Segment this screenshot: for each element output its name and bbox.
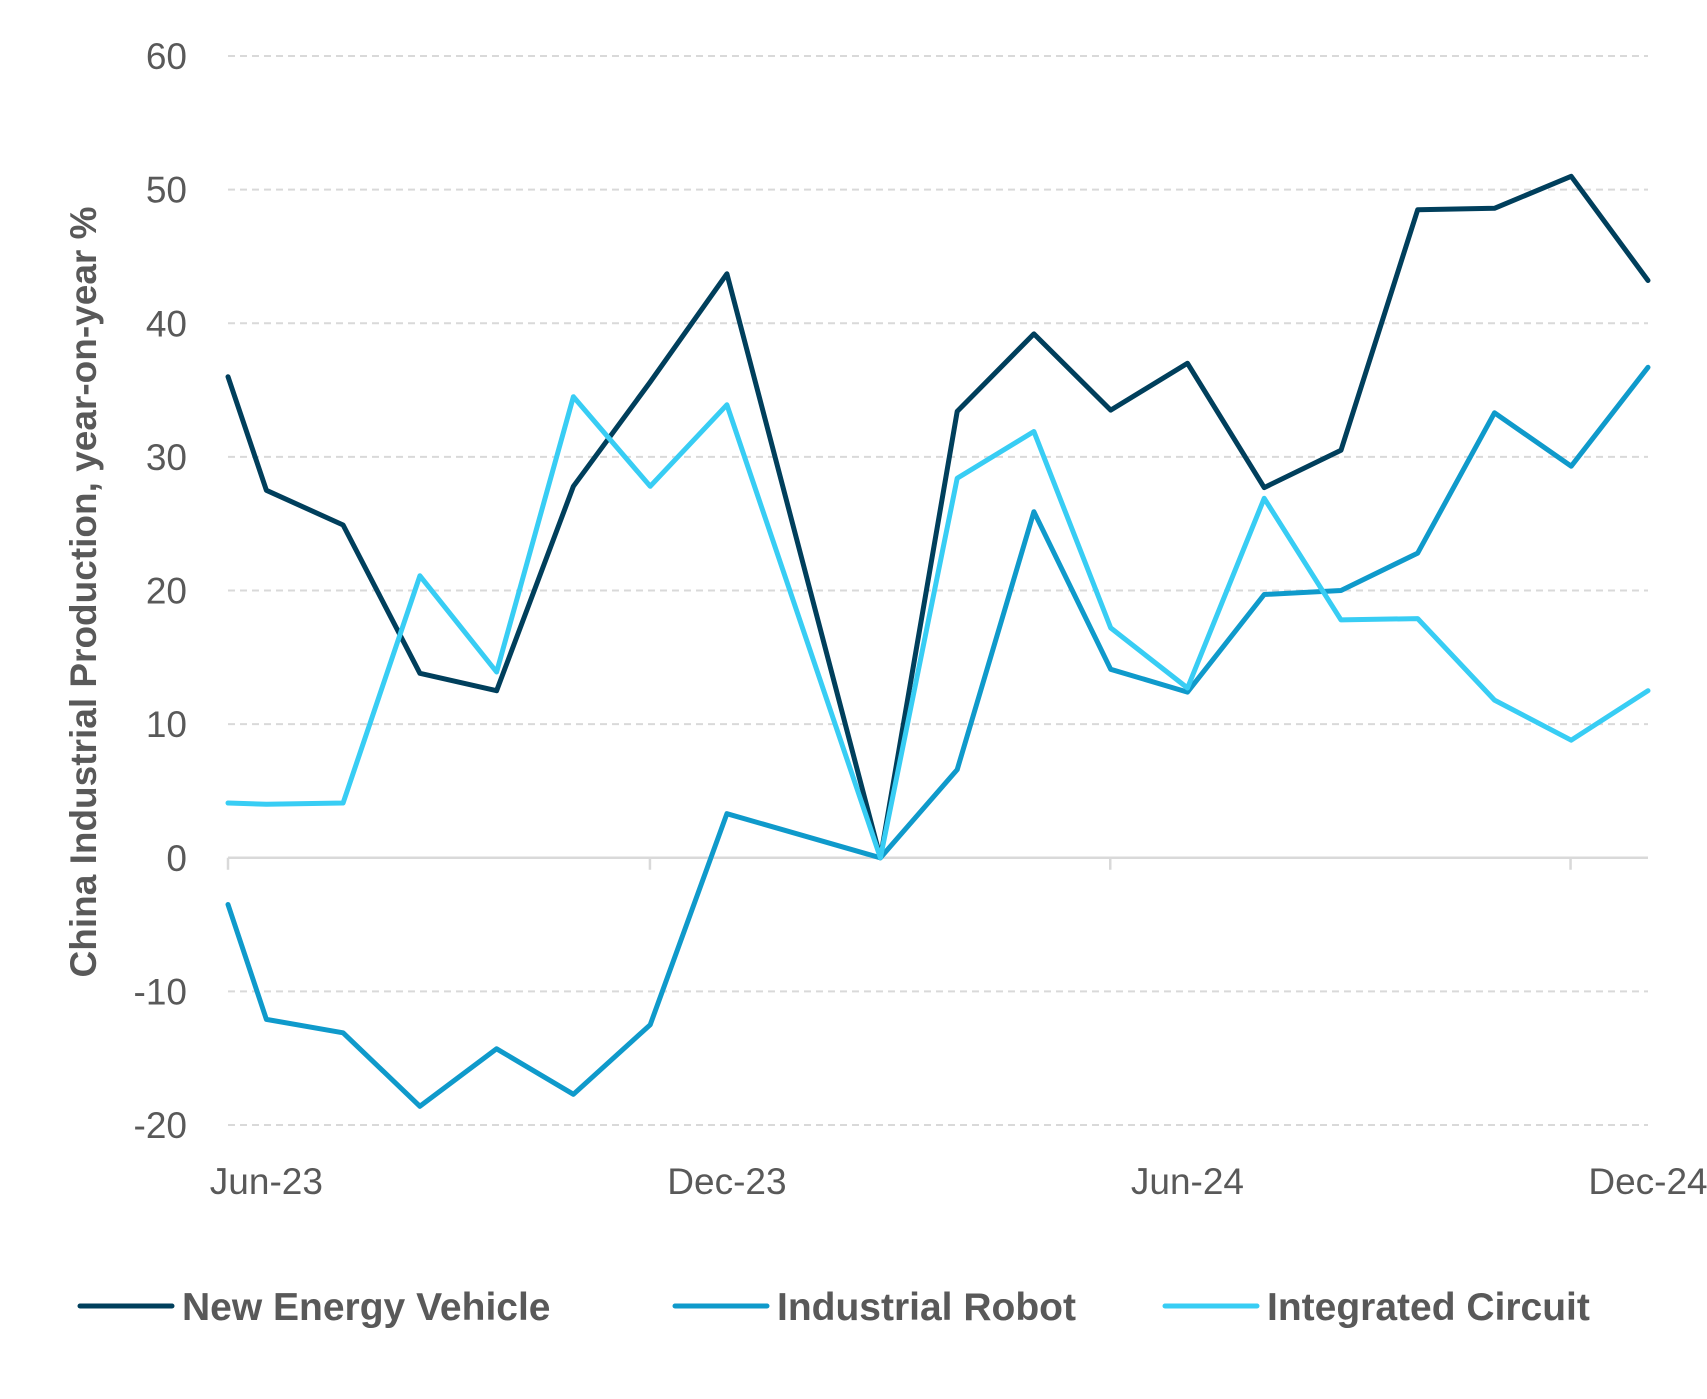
y-tick-label: 40 [146, 303, 187, 344]
series-line-industrial-robot [225, 364, 1651, 1109]
series-line-new-energy-vehicle [225, 173, 1651, 861]
y-axis-label: China Industrial Production, year-on-yea… [63, 207, 104, 978]
y-tick-label: 20 [146, 571, 187, 612]
x-tick-label: Dec-24 [1588, 1161, 1707, 1202]
legend-label: Integrated Circuit [1267, 1286, 1590, 1329]
y-tick-label: -10 [134, 971, 187, 1012]
x-tick-label: Dec-23 [667, 1161, 786, 1202]
y-tick-label: -20 [134, 1105, 187, 1146]
y-tick-label: 30 [146, 437, 187, 478]
y-tick-labels: 60 50 40 30 20 10 0 -10 -20 [134, 36, 187, 1146]
legend-label: New Energy Vehicle [182, 1286, 551, 1329]
x-tick-label: Jun-24 [1131, 1161, 1244, 1202]
gridlines [228, 55, 1648, 1126]
legend-label: Industrial Robot [777, 1286, 1076, 1329]
axes [226, 856, 1648, 870]
series-lines [225, 173, 1651, 1109]
y-tick-label: 60 [146, 36, 187, 77]
x-tick-labels: Jun-23 Dec-23 Jun-24 Dec-24 [210, 1161, 1707, 1202]
series-line-integrated-circuit [225, 394, 1651, 861]
y-tick-label: 50 [146, 170, 187, 211]
y-tick-label: 0 [166, 838, 187, 879]
x-tick-label: Jun-23 [210, 1161, 323, 1202]
y-tick-label: 10 [146, 704, 187, 745]
legend: New Energy Vehicle Industrial Robot Integr… [77, 1286, 1590, 1329]
